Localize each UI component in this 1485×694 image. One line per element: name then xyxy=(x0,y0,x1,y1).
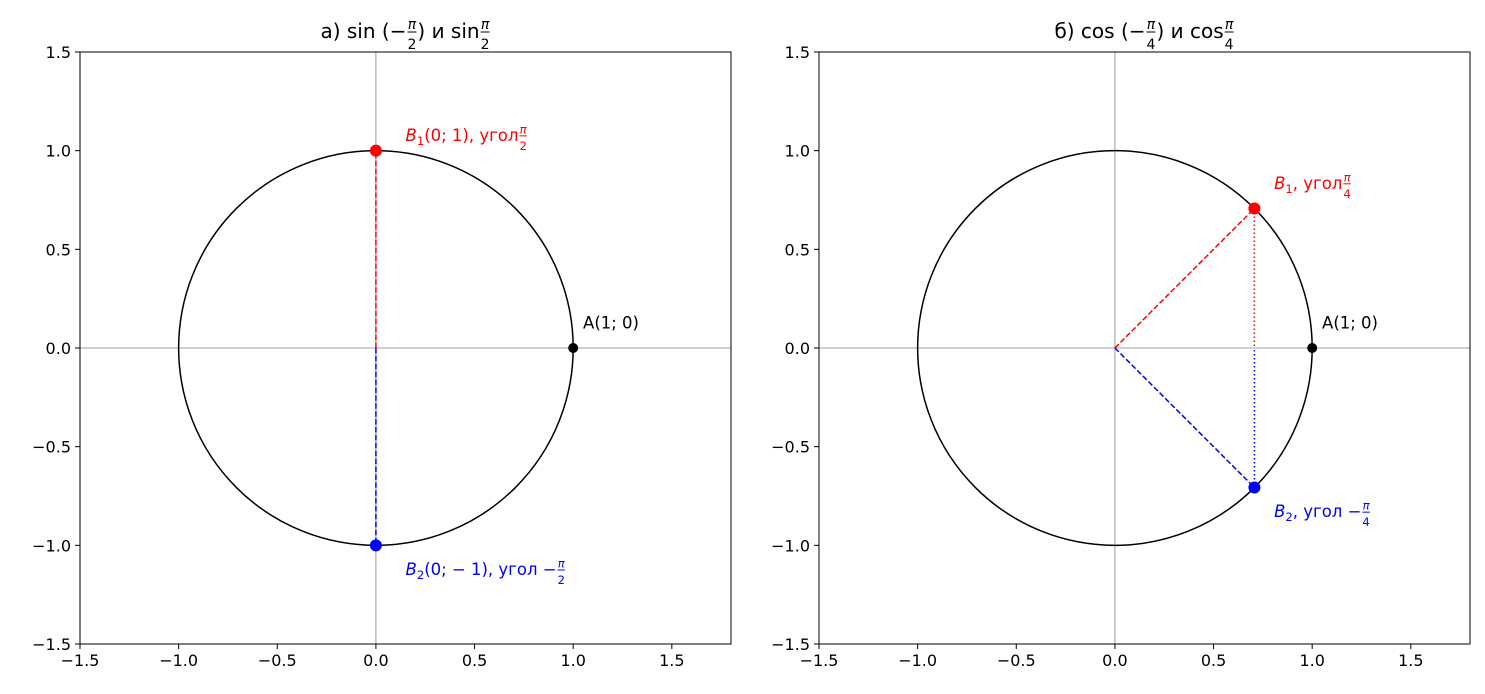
text-segment: б) cos xyxy=(1054,19,1121,43)
a-label: A(1; 0) xyxy=(1322,313,1378,332)
a-label-text: A(1; 0) xyxy=(1322,313,1378,332)
b2-radius-line xyxy=(1114,347,1255,489)
x-tick-label: 0.0 xyxy=(363,651,388,670)
b2-label-text: B2, угол − xyxy=(1274,502,1361,524)
y-tick-label: 1.5 xyxy=(785,43,810,62)
y-tick-label: −1.5 xyxy=(32,635,71,654)
y-tick-label: 0.0 xyxy=(46,339,71,358)
y-tick-label: −0.5 xyxy=(32,438,71,457)
text-segment: A(1; 0) xyxy=(583,313,639,332)
y-tick-label: −1.0 xyxy=(32,536,71,555)
fraction-denominator: 2 xyxy=(519,139,526,153)
chart-title-text: а) sin (−) и sin xyxy=(320,19,479,43)
subscript: 1 xyxy=(1285,182,1292,196)
fraction-denominator: 4 xyxy=(1225,37,1234,53)
point-A xyxy=(1307,343,1318,353)
chart-title-text: б) cos (−) и cos xyxy=(1054,19,1223,43)
a-label-text: A(1; 0) xyxy=(583,313,639,332)
point-B1 xyxy=(369,144,382,157)
text-segment: ( xyxy=(1121,19,1129,43)
fraction-numerator: π xyxy=(558,557,566,571)
fraction-denominator: 2 xyxy=(407,37,416,53)
x-tick-label: −1.5 xyxy=(800,651,839,670)
text-segment: − xyxy=(390,19,407,43)
text-segment: ) xyxy=(417,19,425,43)
x-tick-label: 1.0 xyxy=(1299,651,1324,670)
fraction-denominator: 2 xyxy=(558,573,565,587)
x-tick-label: −0.5 xyxy=(997,651,1036,670)
b1-label: B1, угол π 4 xyxy=(1274,170,1351,201)
point-B2 xyxy=(1248,481,1261,494)
y-tick-label: 1.5 xyxy=(46,43,71,62)
fraction-denominator: 4 xyxy=(1362,515,1369,529)
b2-label-text: B2(0; − 1), угол − xyxy=(406,560,557,582)
fraction-numerator: π xyxy=(1225,17,1234,33)
x-tick-label: 1.0 xyxy=(560,651,585,670)
text-segment: A(1; 0) xyxy=(1322,313,1378,332)
y-tick-label: −1.5 xyxy=(771,635,810,654)
y-tick-label: 0.5 xyxy=(46,240,71,259)
x-tick-label: 0.0 xyxy=(1102,651,1127,670)
text-segment: , угол xyxy=(1293,174,1343,193)
x-tick-label: −0.5 xyxy=(258,651,297,670)
text-segment: − xyxy=(1129,19,1146,43)
y-tick-label: 0.0 xyxy=(785,339,810,358)
x-tick-label: 0.5 xyxy=(1201,651,1226,670)
point-B2 xyxy=(369,539,382,552)
fraction-denominator: 2 xyxy=(481,37,490,53)
b1-label: B1(0; 1), угол π 2 xyxy=(406,122,528,153)
text-segment: B xyxy=(1274,174,1285,193)
fraction-denominator: 4 xyxy=(1343,187,1350,201)
b2-label: B2, угол − π 4 xyxy=(1274,499,1371,529)
b1-radius-line xyxy=(1114,207,1255,349)
x-tick-label: 1.5 xyxy=(1398,651,1423,670)
text-segment: B xyxy=(1274,502,1285,521)
text-segment: , угол − xyxy=(1293,502,1362,521)
text-segment: B xyxy=(406,560,417,579)
fraction-numerator: π xyxy=(408,17,417,33)
point-B1 xyxy=(1248,202,1261,215)
text-segment: а) sin xyxy=(320,19,381,43)
y-tick-label: −0.5 xyxy=(771,438,810,457)
y-tick-label: 0.5 xyxy=(785,240,810,259)
subplot-1: −1.5 −1.0 −0.5 0.0 0.5 1.0 1.5−1.5−1.0−0.50.00… xyxy=(32,17,732,670)
x-tick-label: 1.5 xyxy=(659,651,684,670)
text-segment: (0; − 1), угол − xyxy=(424,560,556,579)
a-label: A(1; 0) xyxy=(583,313,639,332)
y-tick-label: 1.0 xyxy=(785,142,810,161)
b1-label-text: B1(0; 1), угол xyxy=(406,126,519,148)
text-segment: ) xyxy=(1156,19,1164,43)
subscript: 2 xyxy=(417,568,424,582)
subplot-2: −1.5 −1.0 −0.5 0.0 0.5 1.0 1.5−1.5−1.0−0.50.00… xyxy=(771,17,1471,670)
fraction-numerator: π xyxy=(1363,499,1371,513)
x-tick-label: 0.5 xyxy=(462,651,487,670)
text-segment: (0; 1), угол xyxy=(424,126,518,145)
b2-label: B2(0; − 1), угол − π2 xyxy=(406,557,566,588)
fraction-numerator: π xyxy=(1147,17,1156,33)
fraction-denominator: 4 xyxy=(1147,37,1156,53)
x-tick-label: −1.5 xyxy=(61,651,100,670)
fraction-numerator: π xyxy=(1344,170,1352,184)
point-A xyxy=(568,343,579,353)
x-tick-label: −1.0 xyxy=(898,651,937,670)
y-tick-label: −1.0 xyxy=(771,536,810,555)
text-segment: и cos xyxy=(1164,19,1223,43)
subscript: 2 xyxy=(1285,510,1292,524)
fraction-numerator: π xyxy=(481,17,490,33)
fraction-numerator: π xyxy=(520,122,528,136)
y-tick-label: 1.0 xyxy=(46,142,71,161)
text-segment: B xyxy=(406,126,417,145)
text-segment: ( xyxy=(382,19,390,43)
x-tick-label: −1.0 xyxy=(159,651,198,670)
b1-label-text: B1, угол xyxy=(1274,174,1342,196)
text-segment: и sin xyxy=(425,19,479,43)
subscript: 1 xyxy=(417,134,424,148)
